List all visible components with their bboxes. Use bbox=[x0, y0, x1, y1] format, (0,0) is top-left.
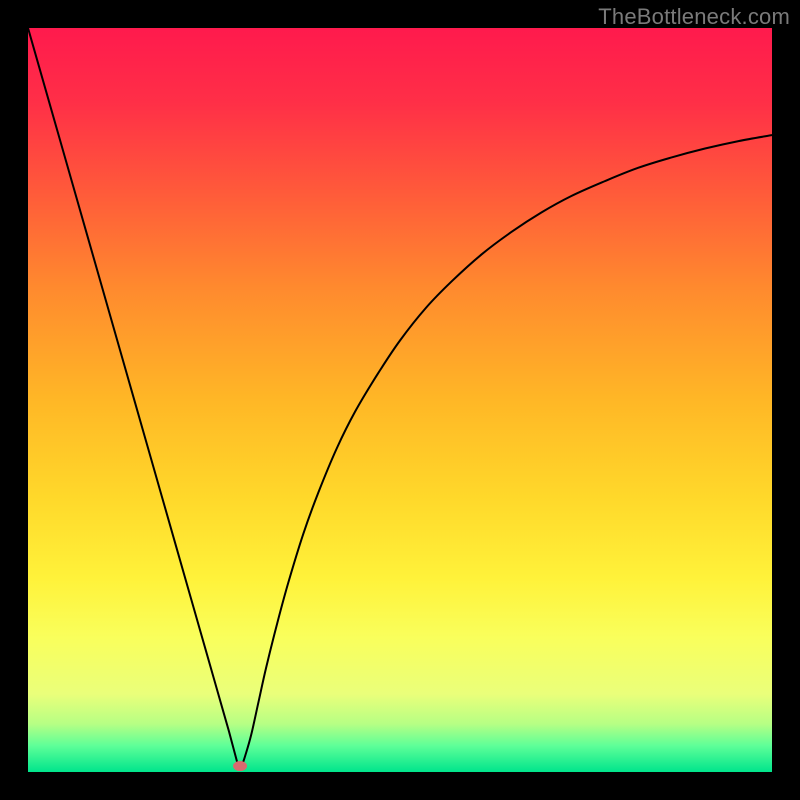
watermark-text: TheBottleneck.com bbox=[598, 4, 790, 30]
gradient-background bbox=[28, 28, 772, 772]
chart-container: TheBottleneck.com bbox=[0, 0, 800, 800]
bottleneck-chart bbox=[28, 28, 772, 772]
plot-area bbox=[28, 28, 772, 772]
minimum-marker bbox=[233, 761, 247, 771]
